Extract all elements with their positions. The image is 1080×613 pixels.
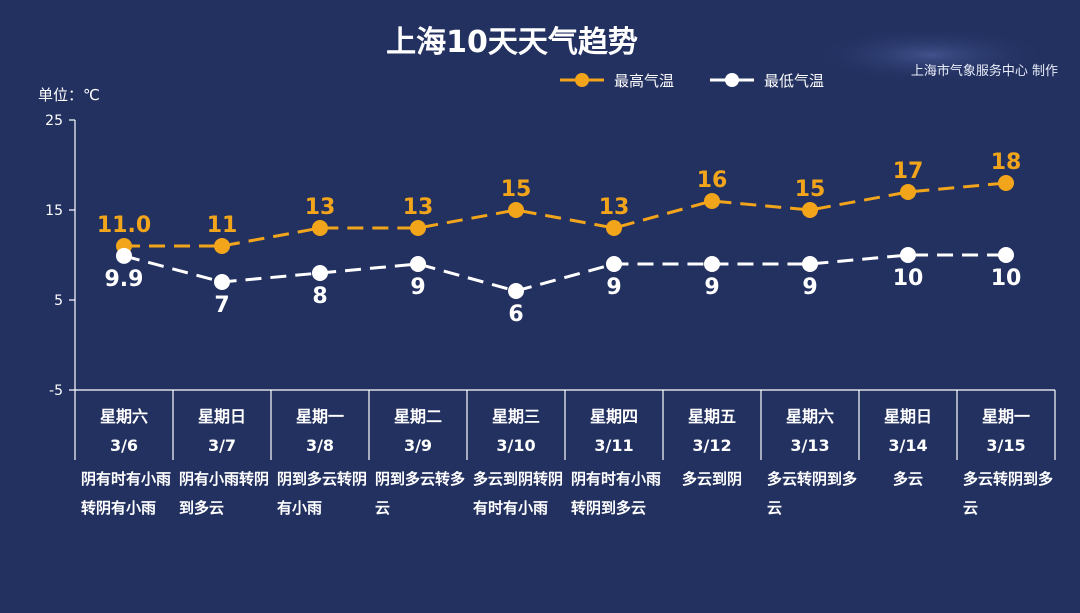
low-temp-point	[606, 256, 622, 272]
weekday-label: 星期四	[590, 407, 638, 426]
weather-condition-label: 阴有时有小雨转阴有小雨	[81, 470, 171, 517]
low-temp-label: 9.9	[105, 267, 144, 292]
weekday-label: 星期一	[982, 407, 1030, 426]
y-tick-label: 15	[45, 203, 63, 219]
low-temp-point	[410, 256, 426, 272]
low-temp-point	[802, 256, 818, 272]
date-label: 3/6	[110, 436, 138, 455]
legend: 最高气温 最低气温	[560, 72, 824, 90]
date-label: 3/10	[496, 436, 535, 455]
low-temp-label: 9	[704, 275, 719, 300]
high-temp-label: 11	[207, 213, 238, 238]
low-temp-point	[900, 247, 916, 263]
series-lines	[123, 181, 1007, 293]
weekday-label: 星期日	[884, 407, 932, 426]
weather-condition-label: 阴到多云转阴有小雨	[277, 470, 367, 517]
high-temp-label: 15	[795, 177, 826, 202]
weekday-label: 星期六	[786, 407, 834, 426]
high-temp-label: 11.0	[97, 213, 151, 238]
low-temp-line	[123, 253, 1006, 293]
low-temp-point	[998, 247, 1014, 263]
weekday-label: 星期一	[296, 407, 344, 426]
high-temp-point	[802, 202, 818, 218]
high-temp-point	[900, 184, 916, 200]
high-temp-label: 18	[991, 150, 1022, 175]
weather-condition-label: 阴有时有小雨转阴到多云	[571, 470, 661, 517]
date-label: 3/14	[888, 436, 927, 455]
high-temp-label: 13	[403, 195, 434, 220]
weekday-label: 星期三	[492, 407, 540, 426]
weather-condition-label: 阴有小雨转阴到多云	[179, 470, 269, 517]
high-temp-line	[124, 181, 1007, 248]
weather-condition-label: 多云转阴到多云	[963, 470, 1053, 517]
date-label: 3/8	[306, 436, 334, 455]
low-temp-label: 9	[410, 275, 425, 300]
low-temp-point	[704, 256, 720, 272]
high-temp-point	[312, 220, 328, 236]
weather-condition-label: 多云	[893, 470, 923, 488]
low-temp-label: 9	[606, 275, 621, 300]
high-temp-point	[410, 220, 426, 236]
low-temp-label: 10	[893, 266, 924, 291]
source-credit: 上海市气象服务中心 制作	[911, 63, 1058, 79]
weekday-label: 星期五	[688, 407, 736, 426]
legend-high-marker	[575, 73, 589, 87]
series-data-labels: 11.0 11 13 13 15 13 16 15 17 18 9.9 7 8 9 6 9 9 9 10 10	[97, 150, 1021, 327]
weekday-label: 星期六	[100, 407, 148, 426]
high-temp-label: 13	[305, 195, 336, 220]
low-temp-point	[312, 265, 328, 281]
date-label: 3/11	[594, 436, 633, 455]
day-columns: 星期六 3/6 阴有时有小雨转阴有小雨 星期日 3/7 阴有小雨转阴到多云 星期一 3/8 阴到…	[81, 390, 1056, 517]
low-temp-label: 6	[508, 302, 523, 327]
weather-condition-label: 多云到阴	[682, 470, 742, 488]
weekday-label: 星期日	[198, 407, 246, 426]
high-temp-label: 15	[501, 177, 532, 202]
high-temp-label: 13	[599, 195, 630, 220]
low-temp-point	[116, 247, 132, 264]
low-temp-label: 8	[312, 284, 327, 309]
chart-title: 上海10天天气趋势	[386, 25, 638, 60]
date-label: 3/9	[404, 436, 432, 455]
low-temp-label: 7	[214, 293, 229, 318]
weather-condition-label: 多云转阴到多云	[767, 470, 857, 517]
low-temp-label: 9	[802, 275, 817, 300]
high-temp-label: 16	[697, 168, 728, 193]
weather-condition-label: 阴到多云转多云	[375, 470, 465, 517]
low-temp-label: 10	[991, 266, 1022, 291]
y-tick-label: 25	[45, 113, 63, 129]
high-temp-point	[214, 238, 230, 254]
low-temp-point	[508, 283, 524, 299]
weather-condition-label: 多云到阴转阴有时有小雨	[473, 470, 563, 517]
y-tick-label: 5	[54, 293, 63, 309]
legend-low-marker	[725, 73, 739, 87]
date-label: 3/15	[986, 436, 1025, 455]
background-glow	[810, 27, 1050, 83]
high-temp-point	[704, 193, 720, 209]
date-label: 3/12	[692, 436, 731, 455]
series-points	[116, 175, 1014, 299]
high-temp-point	[998, 175, 1014, 191]
legend-high-label: 最高气温	[614, 72, 674, 90]
high-temp-label: 17	[893, 159, 924, 184]
high-temp-point	[606, 220, 622, 236]
date-label: 3/7	[208, 436, 236, 455]
y-axis-unit-label: 单位：℃	[38, 86, 100, 104]
high-temp-point	[508, 202, 524, 218]
low-temp-point	[214, 274, 230, 290]
weekday-label: 星期二	[394, 407, 442, 426]
date-label: 3/13	[790, 436, 829, 455]
y-tick-label: -5	[49, 383, 63, 399]
legend-low-label: 最低气温	[764, 72, 824, 90]
